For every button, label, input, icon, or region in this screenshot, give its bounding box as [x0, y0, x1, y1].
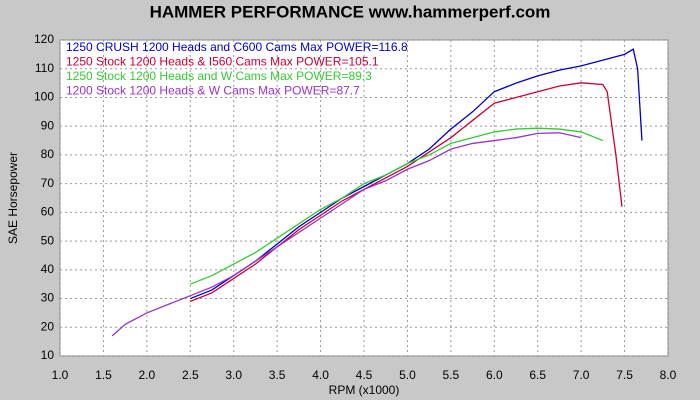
y-tick-label: 60	[41, 205, 55, 219]
y-tick-label: 110	[35, 61, 54, 75]
x-tick-label: 2.0	[139, 368, 156, 382]
plot-area	[59, 39, 669, 357]
y-tick-label: 30	[41, 291, 55, 305]
x-tick-label: 4.0	[312, 368, 329, 382]
legend-entry: 1250 Stock 1200 Heads and W Cams Max POW…	[66, 69, 372, 83]
x-tick-label: 5.5	[443, 368, 460, 382]
series-line	[190, 48, 643, 300]
y-tick-label: 80	[41, 147, 55, 161]
y-axis-label: SAE Horsepower	[6, 152, 20, 244]
series-line	[190, 82, 623, 303]
x-tick-label: 1.0	[52, 368, 69, 382]
y-tick-label: 50	[41, 233, 55, 247]
series-line	[111, 132, 582, 337]
legend-entry: 1200 Stock 1200 Heads & W Cams Max POWER…	[66, 84, 360, 98]
series-line	[190, 127, 604, 285]
y-tick-label: 70	[41, 176, 55, 190]
x-tick-label: 1.5	[95, 368, 112, 382]
x-tick-label: 2.5	[182, 368, 199, 382]
y-tick-label: 40	[41, 262, 55, 276]
y-tick-label: 20	[41, 319, 55, 333]
y-tick-label: 100	[34, 90, 54, 104]
legend-entry: 1250 Stock 1200 Heads & I560 Cams Max PO…	[66, 55, 379, 69]
x-tick-label: 6.0	[486, 368, 503, 382]
x-tick-label: 4.5	[356, 368, 373, 382]
y-tick-label: 90	[41, 118, 55, 132]
y-tick-label: 120	[34, 32, 54, 46]
x-tick-label: 5.0	[399, 368, 416, 382]
x-tick-label: 8.0	[660, 368, 677, 382]
y-tick-label: 10	[41, 348, 55, 362]
x-tick-label: 7.0	[573, 368, 590, 382]
x-tick-label: 3.0	[225, 368, 242, 382]
x-tick-label: 3.5	[269, 368, 286, 382]
x-tick-label: 6.5	[529, 368, 546, 382]
chart-title: HAMMER PERFORMANCE www.hammerperf.com	[150, 2, 551, 21]
x-tick-label: 7.5	[616, 368, 633, 382]
legend-entry: 1250 CRUSH 1200 Heads and C600 Cams Max …	[66, 40, 408, 54]
x-axis-label: RPM (x1000)	[329, 383, 400, 397]
